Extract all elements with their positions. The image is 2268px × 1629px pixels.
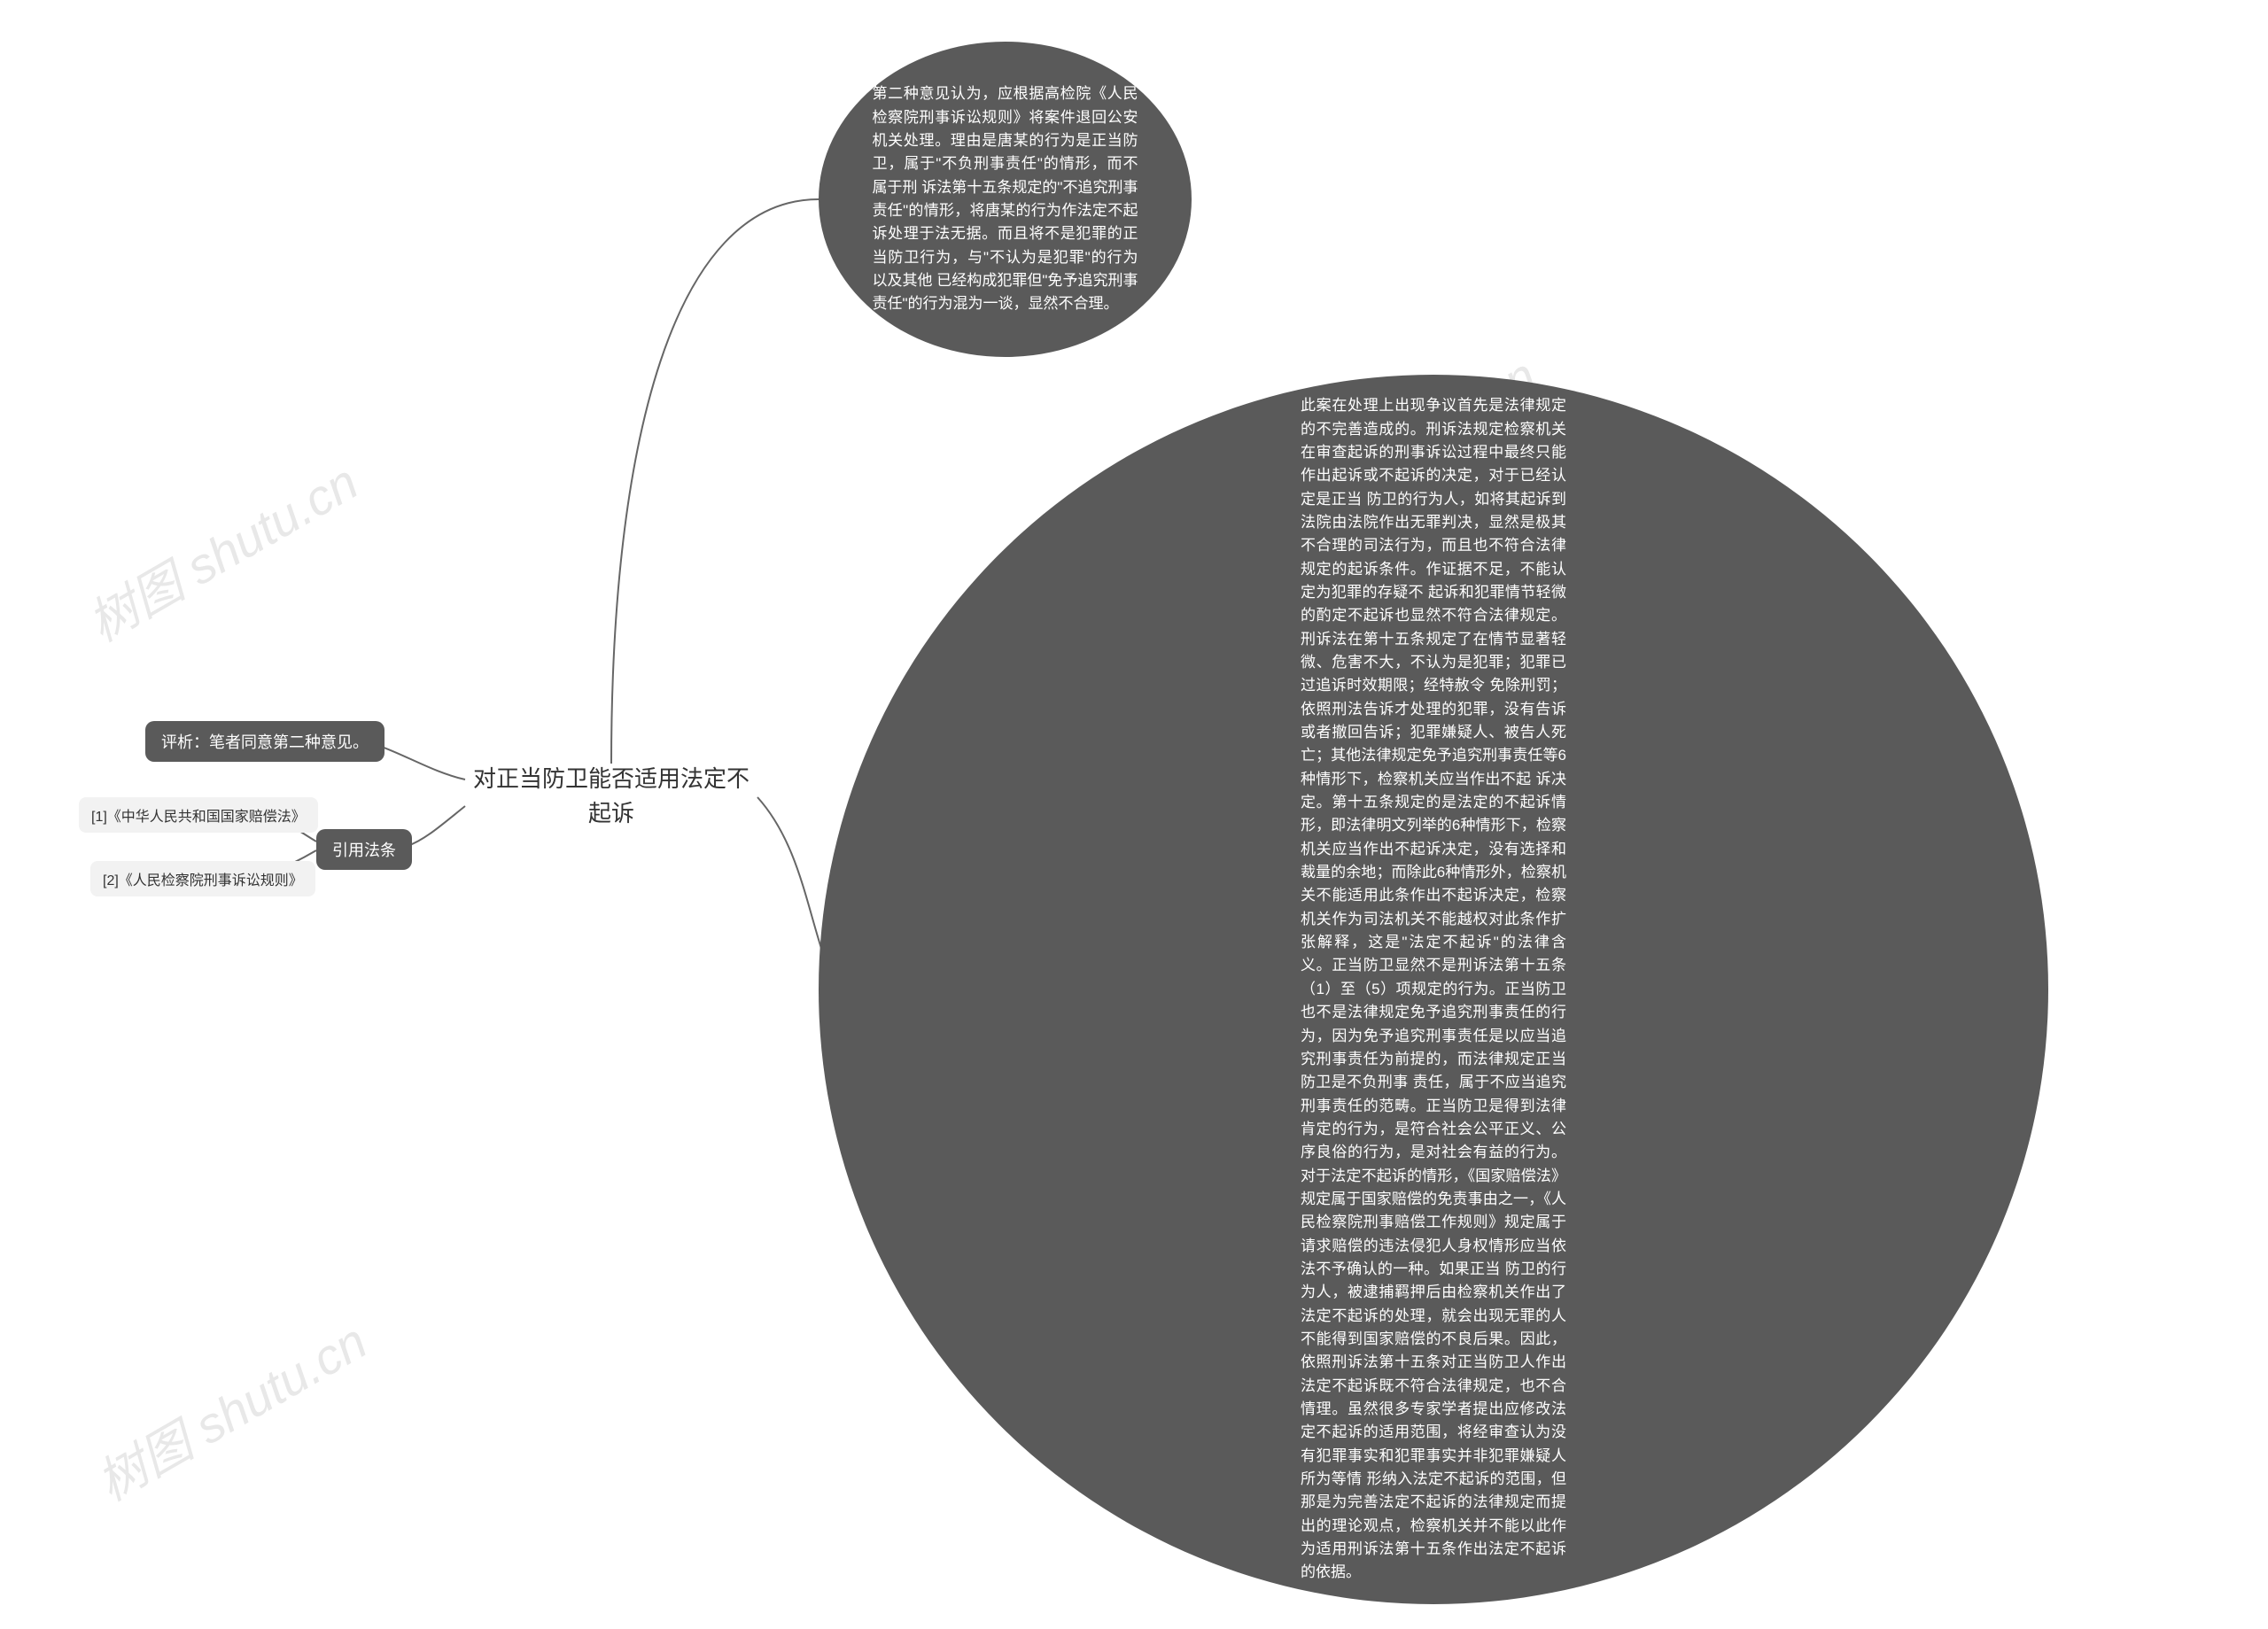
- node-references-label: 引用法条: [332, 842, 396, 859]
- node-review-text: 评析：笔者同意第二种意见。: [161, 733, 369, 751]
- root-title: 对正当防卫能否适用法定不起诉: [473, 765, 750, 826]
- watermark: 树图 shutu.cn: [73, 444, 369, 656]
- node-opinion2[interactable]: 第二种意见认为，应根据高检院《人民检察院刑事诉讼规则》将案件退回公安机关处理。理…: [819, 42, 1192, 357]
- root-node[interactable]: 对正当防卫能否适用法定不起诉: [465, 762, 757, 831]
- node-review[interactable]: 评析：笔者同意第二种意见。: [145, 721, 384, 762]
- node-opinion2-text: 第二种意见认为，应根据高检院《人民检察院刑事诉讼规则》将案件退回公安机关处理。理…: [873, 82, 1138, 315]
- leaf-law-1[interactable]: [1]《中华人民共和国国家赔偿法》: [79, 797, 318, 833]
- node-analysis-text: 此案在处理上出现争议首先是法律规定的不完善造成的。刑诉法规定检察机关在审查起诉的…: [1301, 394, 1566, 1585]
- watermark: 树图 shutu.cn: [82, 1303, 377, 1516]
- node-analysis[interactable]: 此案在处理上出现争议首先是法律规定的不完善造成的。刑诉法规定检察机关在审查起诉的…: [819, 375, 2048, 1604]
- leaf-law-2-text: [2]《人民检察院刑事诉讼规则》: [103, 873, 303, 888]
- leaf-law-1-text: [1]《中华人民共和国国家赔偿法》: [91, 810, 306, 825]
- leaf-law-2[interactable]: [2]《人民检察院刑事诉讼规则》: [90, 861, 315, 896]
- node-references[interactable]: 引用法条: [316, 829, 412, 870]
